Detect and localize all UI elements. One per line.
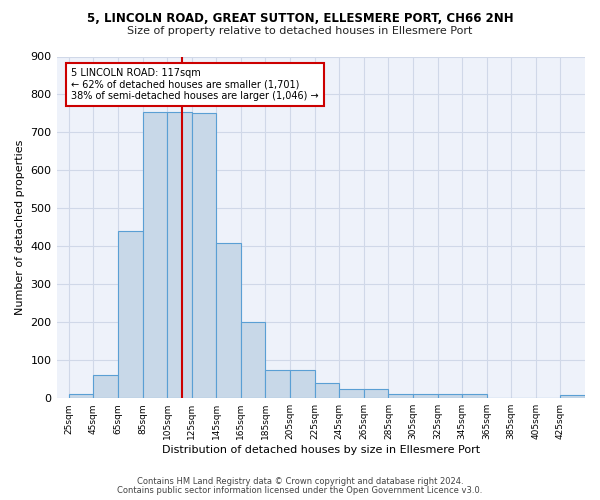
Bar — [462, 394, 487, 398]
Text: 5, LINCOLN ROAD, GREAT SUTTON, ELLESMERE PORT, CH66 2NH: 5, LINCOLN ROAD, GREAT SUTTON, ELLESMERE… — [86, 12, 514, 26]
Bar — [143, 112, 167, 398]
Bar — [192, 114, 217, 398]
Bar — [388, 394, 413, 398]
Bar — [364, 388, 388, 398]
Bar — [413, 394, 437, 398]
Bar — [94, 376, 118, 398]
Text: Contains public sector information licensed under the Open Government Licence v3: Contains public sector information licen… — [118, 486, 482, 495]
Bar — [314, 383, 339, 398]
Y-axis label: Number of detached properties: Number of detached properties — [15, 140, 25, 315]
Bar — [265, 370, 290, 398]
X-axis label: Distribution of detached houses by size in Ellesmere Port: Distribution of detached houses by size … — [162, 445, 480, 455]
Bar — [241, 322, 265, 398]
Text: 5 LINCOLN ROAD: 117sqm
← 62% of detached houses are smaller (1,701)
38% of semi-: 5 LINCOLN ROAD: 117sqm ← 62% of detached… — [71, 68, 319, 101]
Text: Contains HM Land Registry data © Crown copyright and database right 2024.: Contains HM Land Registry data © Crown c… — [137, 477, 463, 486]
Bar — [560, 395, 585, 398]
Bar — [118, 231, 143, 398]
Bar — [339, 388, 364, 398]
Bar — [167, 112, 192, 398]
Text: Size of property relative to detached houses in Ellesmere Port: Size of property relative to detached ho… — [127, 26, 473, 36]
Bar — [290, 370, 314, 398]
Bar — [217, 242, 241, 398]
Bar — [437, 394, 462, 398]
Bar — [69, 394, 94, 398]
